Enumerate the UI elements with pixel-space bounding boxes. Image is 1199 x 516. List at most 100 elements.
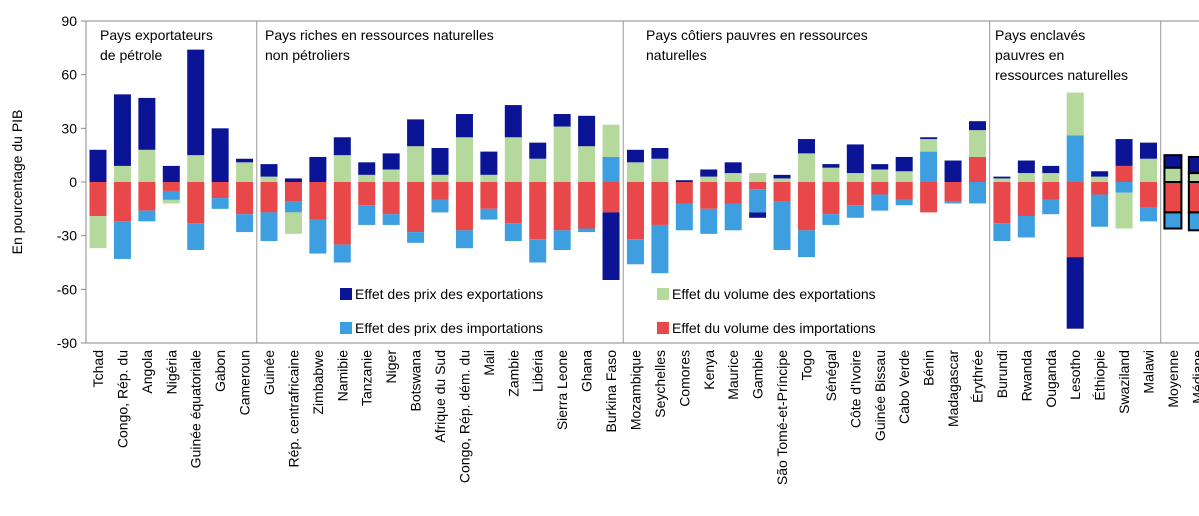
bar bbox=[358, 182, 376, 206]
bar bbox=[236, 162, 254, 182]
group-label: Pays riches en ressources naturelles bbox=[265, 27, 494, 43]
bar bbox=[1163, 154, 1183, 169]
bar bbox=[553, 182, 571, 231]
bar bbox=[578, 182, 596, 229]
bar bbox=[651, 148, 669, 159]
bar bbox=[871, 182, 889, 195]
bar bbox=[871, 164, 889, 170]
bar bbox=[700, 169, 718, 177]
bar bbox=[993, 176, 1011, 179]
bar bbox=[993, 178, 1011, 182]
bar bbox=[382, 182, 400, 215]
legend-swatch bbox=[340, 288, 352, 300]
x-tick-label: Médiane bbox=[1189, 350, 1199, 404]
x-tick-label: Burundi bbox=[994, 350, 1010, 398]
x-tick-label: Niger bbox=[383, 350, 399, 384]
x-tick-label: Cameroun bbox=[237, 350, 253, 415]
bar bbox=[944, 160, 962, 182]
bar bbox=[675, 182, 693, 204]
bar bbox=[431, 174, 449, 182]
bar bbox=[260, 176, 278, 182]
x-tick-label: Mozambique bbox=[627, 350, 643, 430]
bar bbox=[1187, 211, 1199, 232]
legend-label: Effet du volume des importations bbox=[672, 320, 876, 336]
x-tick-label: Zambie bbox=[505, 350, 521, 397]
bar bbox=[993, 182, 1011, 224]
bar bbox=[1187, 172, 1199, 184]
x-tick-label: São Tomé-et-Príncipe bbox=[774, 350, 790, 485]
bar bbox=[431, 199, 449, 213]
bar bbox=[455, 137, 473, 182]
bar bbox=[578, 115, 596, 147]
x-tick-label: Madagascar bbox=[945, 350, 961, 427]
bar bbox=[1066, 182, 1084, 258]
bar bbox=[1017, 215, 1035, 238]
bar bbox=[529, 142, 547, 159]
bar bbox=[1091, 176, 1109, 182]
x-tick-label: Seychelles bbox=[652, 350, 668, 418]
x-tick-label: Tanzanie bbox=[359, 350, 375, 406]
bar bbox=[504, 105, 522, 138]
legend-label: Effet du volume des exportations bbox=[672, 286, 876, 302]
x-tick-label: Rép. centrafricaine bbox=[285, 350, 301, 468]
bar bbox=[309, 156, 327, 182]
group-label: Pays enclavés bbox=[995, 27, 1085, 43]
bar bbox=[797, 153, 815, 182]
bar bbox=[1042, 182, 1060, 200]
bar bbox=[749, 212, 767, 218]
bar bbox=[822, 214, 840, 225]
bar bbox=[773, 182, 791, 202]
bar bbox=[431, 182, 449, 200]
bar bbox=[89, 182, 107, 216]
x-tick-label: Ghana bbox=[579, 350, 595, 392]
bar bbox=[578, 228, 596, 233]
bar bbox=[920, 137, 938, 140]
bar bbox=[651, 158, 669, 182]
bar bbox=[1017, 173, 1035, 182]
bar bbox=[211, 128, 229, 182]
bar bbox=[162, 165, 180, 182]
bar bbox=[138, 182, 156, 211]
legend-swatch bbox=[657, 322, 669, 334]
bar bbox=[211, 182, 229, 199]
bar bbox=[480, 151, 498, 175]
legend-swatch bbox=[657, 288, 669, 300]
bar bbox=[602, 182, 620, 213]
bar bbox=[187, 182, 205, 224]
bar bbox=[846, 205, 864, 218]
group-label: Pays exportateurs bbox=[100, 27, 213, 43]
bar bbox=[724, 162, 742, 174]
bar bbox=[1187, 155, 1199, 175]
bar bbox=[651, 224, 669, 274]
bar bbox=[1091, 182, 1109, 195]
legend-background bbox=[330, 280, 620, 342]
bar bbox=[211, 198, 229, 209]
bar bbox=[1091, 171, 1109, 177]
x-tick-label: Togo bbox=[798, 350, 814, 381]
x-tick-label: Cabo Verde bbox=[896, 350, 912, 424]
bar bbox=[162, 182, 180, 191]
bar bbox=[724, 182, 742, 204]
group-label: ressources naturelles bbox=[995, 67, 1128, 83]
bar bbox=[1163, 181, 1183, 214]
bar bbox=[895, 199, 913, 206]
bar bbox=[284, 182, 302, 202]
bar bbox=[871, 169, 889, 182]
x-tick-label: Maurice bbox=[725, 350, 741, 400]
y-tick-label: 30 bbox=[61, 120, 77, 136]
bar bbox=[138, 210, 156, 222]
bar bbox=[138, 149, 156, 182]
x-tick-label: Sierra Leone bbox=[554, 350, 570, 430]
bar bbox=[749, 182, 767, 190]
bar bbox=[480, 208, 498, 220]
bar bbox=[382, 153, 400, 170]
group-label: pauvres en bbox=[995, 47, 1064, 63]
bar bbox=[1115, 182, 1133, 193]
x-tick-label: Angola bbox=[139, 350, 155, 394]
bar bbox=[578, 146, 596, 182]
bar bbox=[602, 156, 620, 182]
bar bbox=[309, 219, 327, 254]
bar bbox=[333, 244, 351, 263]
bar bbox=[797, 139, 815, 154]
bar bbox=[358, 162, 376, 175]
